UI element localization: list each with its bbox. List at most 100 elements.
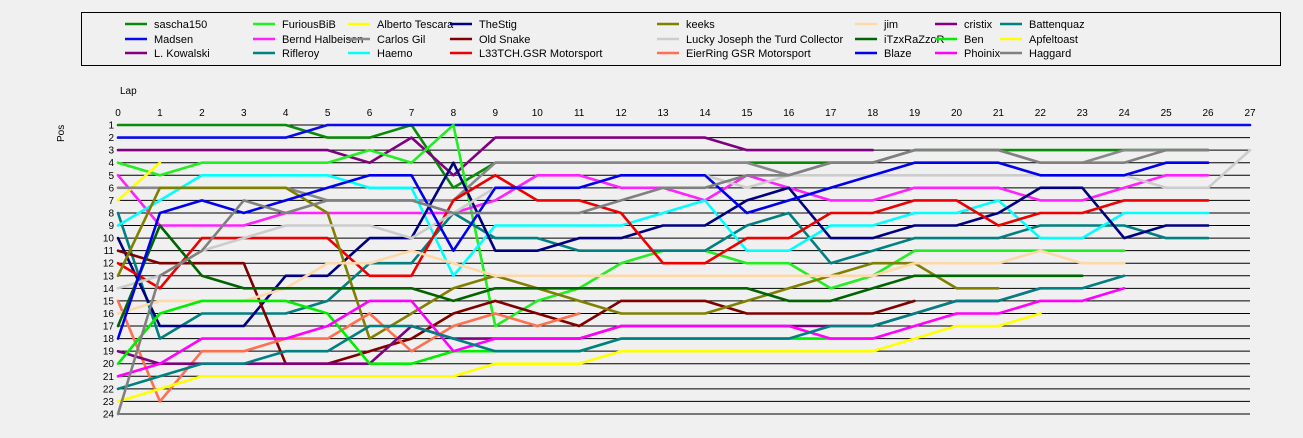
y-tick-label: 23	[103, 397, 115, 408]
legend-label: Lucky Joseph the Turd Collector	[686, 34, 843, 46]
x-tick-label: 26	[1203, 108, 1215, 119]
x-tick-label: 25	[1161, 108, 1173, 119]
y-tick-label: 16	[103, 309, 115, 320]
legend-entry: sascha150	[125, 19, 207, 31]
legend-label: Carlos Gil	[377, 34, 425, 46]
x-tick-label: 15	[741, 108, 753, 119]
legend-label: Ben	[964, 34, 984, 46]
series-line-18	[116, 161, 1210, 340]
legend-label: jim	[883, 19, 898, 31]
x-tick-label: 21	[993, 108, 1005, 119]
series-line-17	[116, 224, 1084, 328]
legend-entry: Madsen	[125, 34, 193, 46]
y-tick-label: 1	[108, 121, 114, 132]
y-tick-label: 19	[103, 347, 115, 358]
plot-area	[118, 125, 1250, 414]
legend-entry: Apfeltoast	[1000, 34, 1078, 46]
x-tick-label: 23	[1077, 108, 1089, 119]
x-tick-label: 12	[616, 108, 628, 119]
x-tick-label: 13	[657, 108, 669, 119]
legend-label: Bernd Halbeisen	[282, 34, 363, 46]
x-tick-label: 22	[1035, 108, 1047, 119]
legend-label: Apfeltoast	[1029, 34, 1078, 46]
legend-label: Blaze	[884, 48, 912, 60]
y-tick-label: 7	[108, 196, 114, 207]
legend-label: sascha150	[154, 19, 207, 31]
x-tick-label: 5	[325, 108, 331, 119]
legend-label: Haemo	[377, 48, 412, 60]
y-tick-label: 3	[108, 146, 114, 157]
legend-entry: Carlos Gil	[348, 34, 425, 46]
y-tick-label: 24	[103, 410, 115, 421]
legend-entry: Phoinix	[935, 48, 1001, 60]
legend-entry: TheStig	[450, 19, 517, 31]
legend-label: Haggard	[1029, 48, 1071, 60]
legend-entry: Rifleroy	[253, 48, 320, 60]
x-tick-label: 7	[409, 108, 415, 119]
y-axis-title: Pos	[56, 125, 67, 142]
x-tick-label: 11	[574, 108, 585, 119]
legend-label: Battenquaz	[1029, 19, 1085, 31]
y-tick-label: 2	[108, 133, 114, 144]
y-tick-label: 10	[103, 234, 115, 245]
series-line-12	[116, 174, 1210, 290]
legend-label: Rifleroy	[282, 48, 320, 60]
series-line-4	[116, 123, 1126, 328]
y-tick-label: 17	[103, 322, 115, 333]
legend-label: iTzxRaZzoR	[884, 34, 945, 46]
legend-entry: Ben	[935, 34, 984, 46]
legend-entry: Battenquaz	[1000, 19, 1085, 31]
y-tick-label: 4	[108, 158, 114, 169]
series-line-7	[116, 161, 162, 202]
legend-entry: Blaze	[855, 48, 912, 60]
legend-entry: Bernd Halbeisen	[253, 34, 363, 46]
legend-entry: Old Snake	[450, 34, 530, 46]
x-tick-label: 4	[283, 108, 289, 119]
legend-label: cristix	[964, 19, 993, 31]
legend-entry: EierRing GSR Motorsport	[657, 48, 811, 60]
x-axis-title: Lap	[120, 86, 137, 97]
x-tick-label: 10	[532, 108, 544, 119]
y-tick-label: 8	[108, 208, 114, 219]
y-tick-label: 15	[103, 296, 115, 307]
y-tick-label: 13	[103, 271, 115, 282]
x-tick-label: 1	[157, 108, 163, 119]
legend-label: Phoinix	[964, 48, 1001, 60]
legend-label: Old Snake	[479, 34, 530, 46]
x-tick-label: 3	[241, 108, 247, 119]
series-line-2	[116, 123, 1252, 139]
series-line-11	[116, 249, 916, 366]
series-line-10	[116, 161, 1210, 328]
legend-label: L33TCH.GSR Motorsport	[479, 48, 602, 60]
x-tick-label: 20	[951, 108, 963, 119]
legend-entry: Lucky Joseph the Turd Collector	[657, 34, 843, 46]
series-line-13	[116, 186, 1000, 340]
series-line-15	[116, 299, 581, 403]
series-line-24	[116, 148, 1210, 416]
x-tick-label: 9	[493, 108, 499, 119]
series-line-9	[116, 174, 1210, 278]
legend-entry: L. Kowalski	[125, 48, 210, 60]
y-tick-label: 14	[103, 284, 115, 295]
legend-label: EierRing GSR Motorsport	[686, 48, 811, 60]
x-tick-label: 2	[199, 108, 205, 119]
y-tick-label: 6	[108, 183, 114, 194]
legend-entry: Haemo	[348, 48, 412, 60]
legend-entry: jim	[855, 19, 898, 31]
legend-label: TheStig	[479, 19, 517, 31]
y-tick-label: 18	[103, 334, 115, 345]
y-tick-label: 11	[104, 246, 115, 257]
legend	[81, 12, 1281, 66]
legend-label: Alberto Tescara	[377, 19, 454, 31]
series-line-22	[116, 274, 1126, 391]
legend-entry: Alberto Tescara	[348, 19, 454, 31]
y-tick-label: 9	[108, 221, 114, 232]
y-tick-label: 21	[103, 372, 115, 383]
x-tick-label: 14	[699, 108, 711, 119]
x-tick-label: 27	[1244, 108, 1256, 119]
x-tick-label: 24	[1119, 108, 1131, 119]
legend-entry: iTzxRaZzoR	[855, 34, 945, 46]
x-tick-label: 8	[451, 108, 457, 119]
series-line-6	[116, 211, 1210, 340]
legend-label: Madsen	[154, 34, 193, 46]
